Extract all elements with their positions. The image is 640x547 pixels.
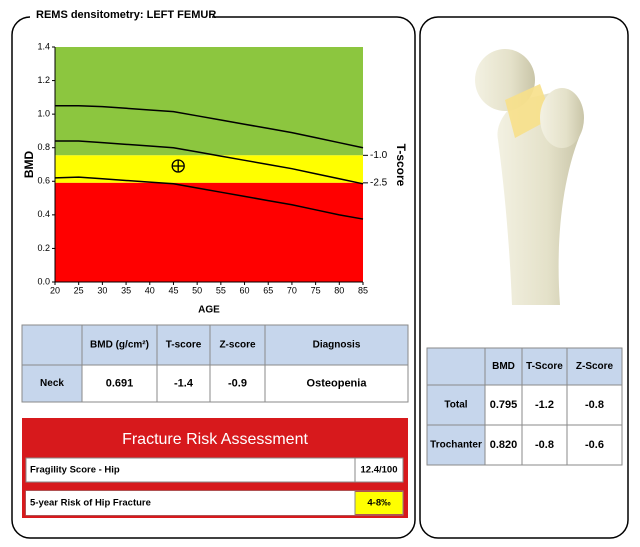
y2-axis-label: T-score <box>394 144 408 187</box>
x-axis-label: AGE <box>198 305 220 316</box>
table-cell: 0.820 <box>490 439 518 451</box>
x-tick-label: 20 <box>50 285 60 295</box>
zone <box>55 182 363 282</box>
zone <box>55 47 363 156</box>
column-header: Diagnosis <box>313 340 361 351</box>
column-header: T-Score <box>526 361 563 372</box>
left-panel <box>11 16 416 539</box>
table-cell: -0.6 <box>585 439 604 451</box>
reference-curve <box>55 105 364 149</box>
table-cell: Osteopenia <box>307 377 368 389</box>
row-header: Total <box>444 400 467 411</box>
table-header-bg <box>22 325 408 365</box>
table-cell: -0.9 <box>228 377 247 389</box>
y2-tick-label: -2.5 <box>370 178 388 189</box>
x-tick-label: 85 <box>358 285 368 295</box>
x-tick-label: 80 <box>334 285 344 295</box>
table-rowhead-bg <box>427 348 485 465</box>
y-tick-label: 0.2 <box>37 243 50 253</box>
y-tick-label: 0.0 <box>37 276 50 286</box>
x-tick-label: 40 <box>145 285 155 295</box>
right-panel <box>419 16 629 539</box>
row-header: Neck <box>40 378 64 389</box>
x-tick-label: 55 <box>216 285 226 295</box>
table-rowhead-bg <box>22 325 82 402</box>
trochanter <box>540 88 584 148</box>
risk-label: 5-year Risk of Hip Fracture <box>30 498 151 509</box>
risk-row <box>25 457 404 483</box>
title-backdrop <box>30 8 212 22</box>
column-header: Z-score <box>219 340 256 351</box>
reference-curve <box>55 140 364 185</box>
risk-label: Fragility Score - Hip <box>30 465 120 476</box>
column-header: T-score <box>166 340 202 351</box>
x-tick-label: 50 <box>192 285 202 295</box>
risk-value: 4-8‰ <box>367 498 391 509</box>
column-header: BMD <box>492 361 515 372</box>
risk-row-bg <box>26 491 355 515</box>
x-tick-label: 65 <box>263 285 273 295</box>
y-tick-label: 0.6 <box>37 176 50 186</box>
x-tick-label: 60 <box>240 285 250 295</box>
table-cell: 0.691 <box>106 377 134 389</box>
column-header: BMD (g/cm²) <box>90 340 149 351</box>
fracture-title: Fracture Risk Assessment <box>122 431 308 448</box>
x-tick-label: 45 <box>168 285 178 295</box>
table-cell: 0.795 <box>490 399 518 411</box>
y-tick-label: 1.2 <box>37 75 50 85</box>
neck-region <box>505 84 552 138</box>
report-title: REMS densitometry: LEFT FEMUR <box>36 9 216 21</box>
risk-value: 12.4/100 <box>361 465 398 476</box>
column-header: Z-Score <box>576 361 614 372</box>
x-tick-label: 25 <box>74 285 84 295</box>
femur-illustration <box>475 49 584 305</box>
patient-point <box>171 159 185 173</box>
x-tick-label: 30 <box>97 285 107 295</box>
x-tick-label: 35 <box>121 285 131 295</box>
reference-curve <box>54 176 364 220</box>
table-cell: -1.4 <box>174 377 194 389</box>
zone <box>55 155 363 183</box>
y-tick-label: 0.4 <box>37 209 50 219</box>
y-tick-label: 1.0 <box>37 109 50 119</box>
risk-highlight <box>355 492 403 514</box>
y-tick-label: 0.8 <box>37 142 50 152</box>
y-axis-label: BMD <box>22 151 36 179</box>
table-cell: -1.2 <box>535 399 554 411</box>
x-tick-label: 70 <box>287 285 297 295</box>
y2-tick-label: -1.0 <box>370 150 388 161</box>
y-tick-label: 1.4 <box>37 41 50 51</box>
x-tick-label: 75 <box>311 285 321 295</box>
row-header: Trochanter <box>430 440 482 451</box>
table-cell: -0.8 <box>535 439 554 451</box>
table-cell: -0.8 <box>585 399 604 411</box>
